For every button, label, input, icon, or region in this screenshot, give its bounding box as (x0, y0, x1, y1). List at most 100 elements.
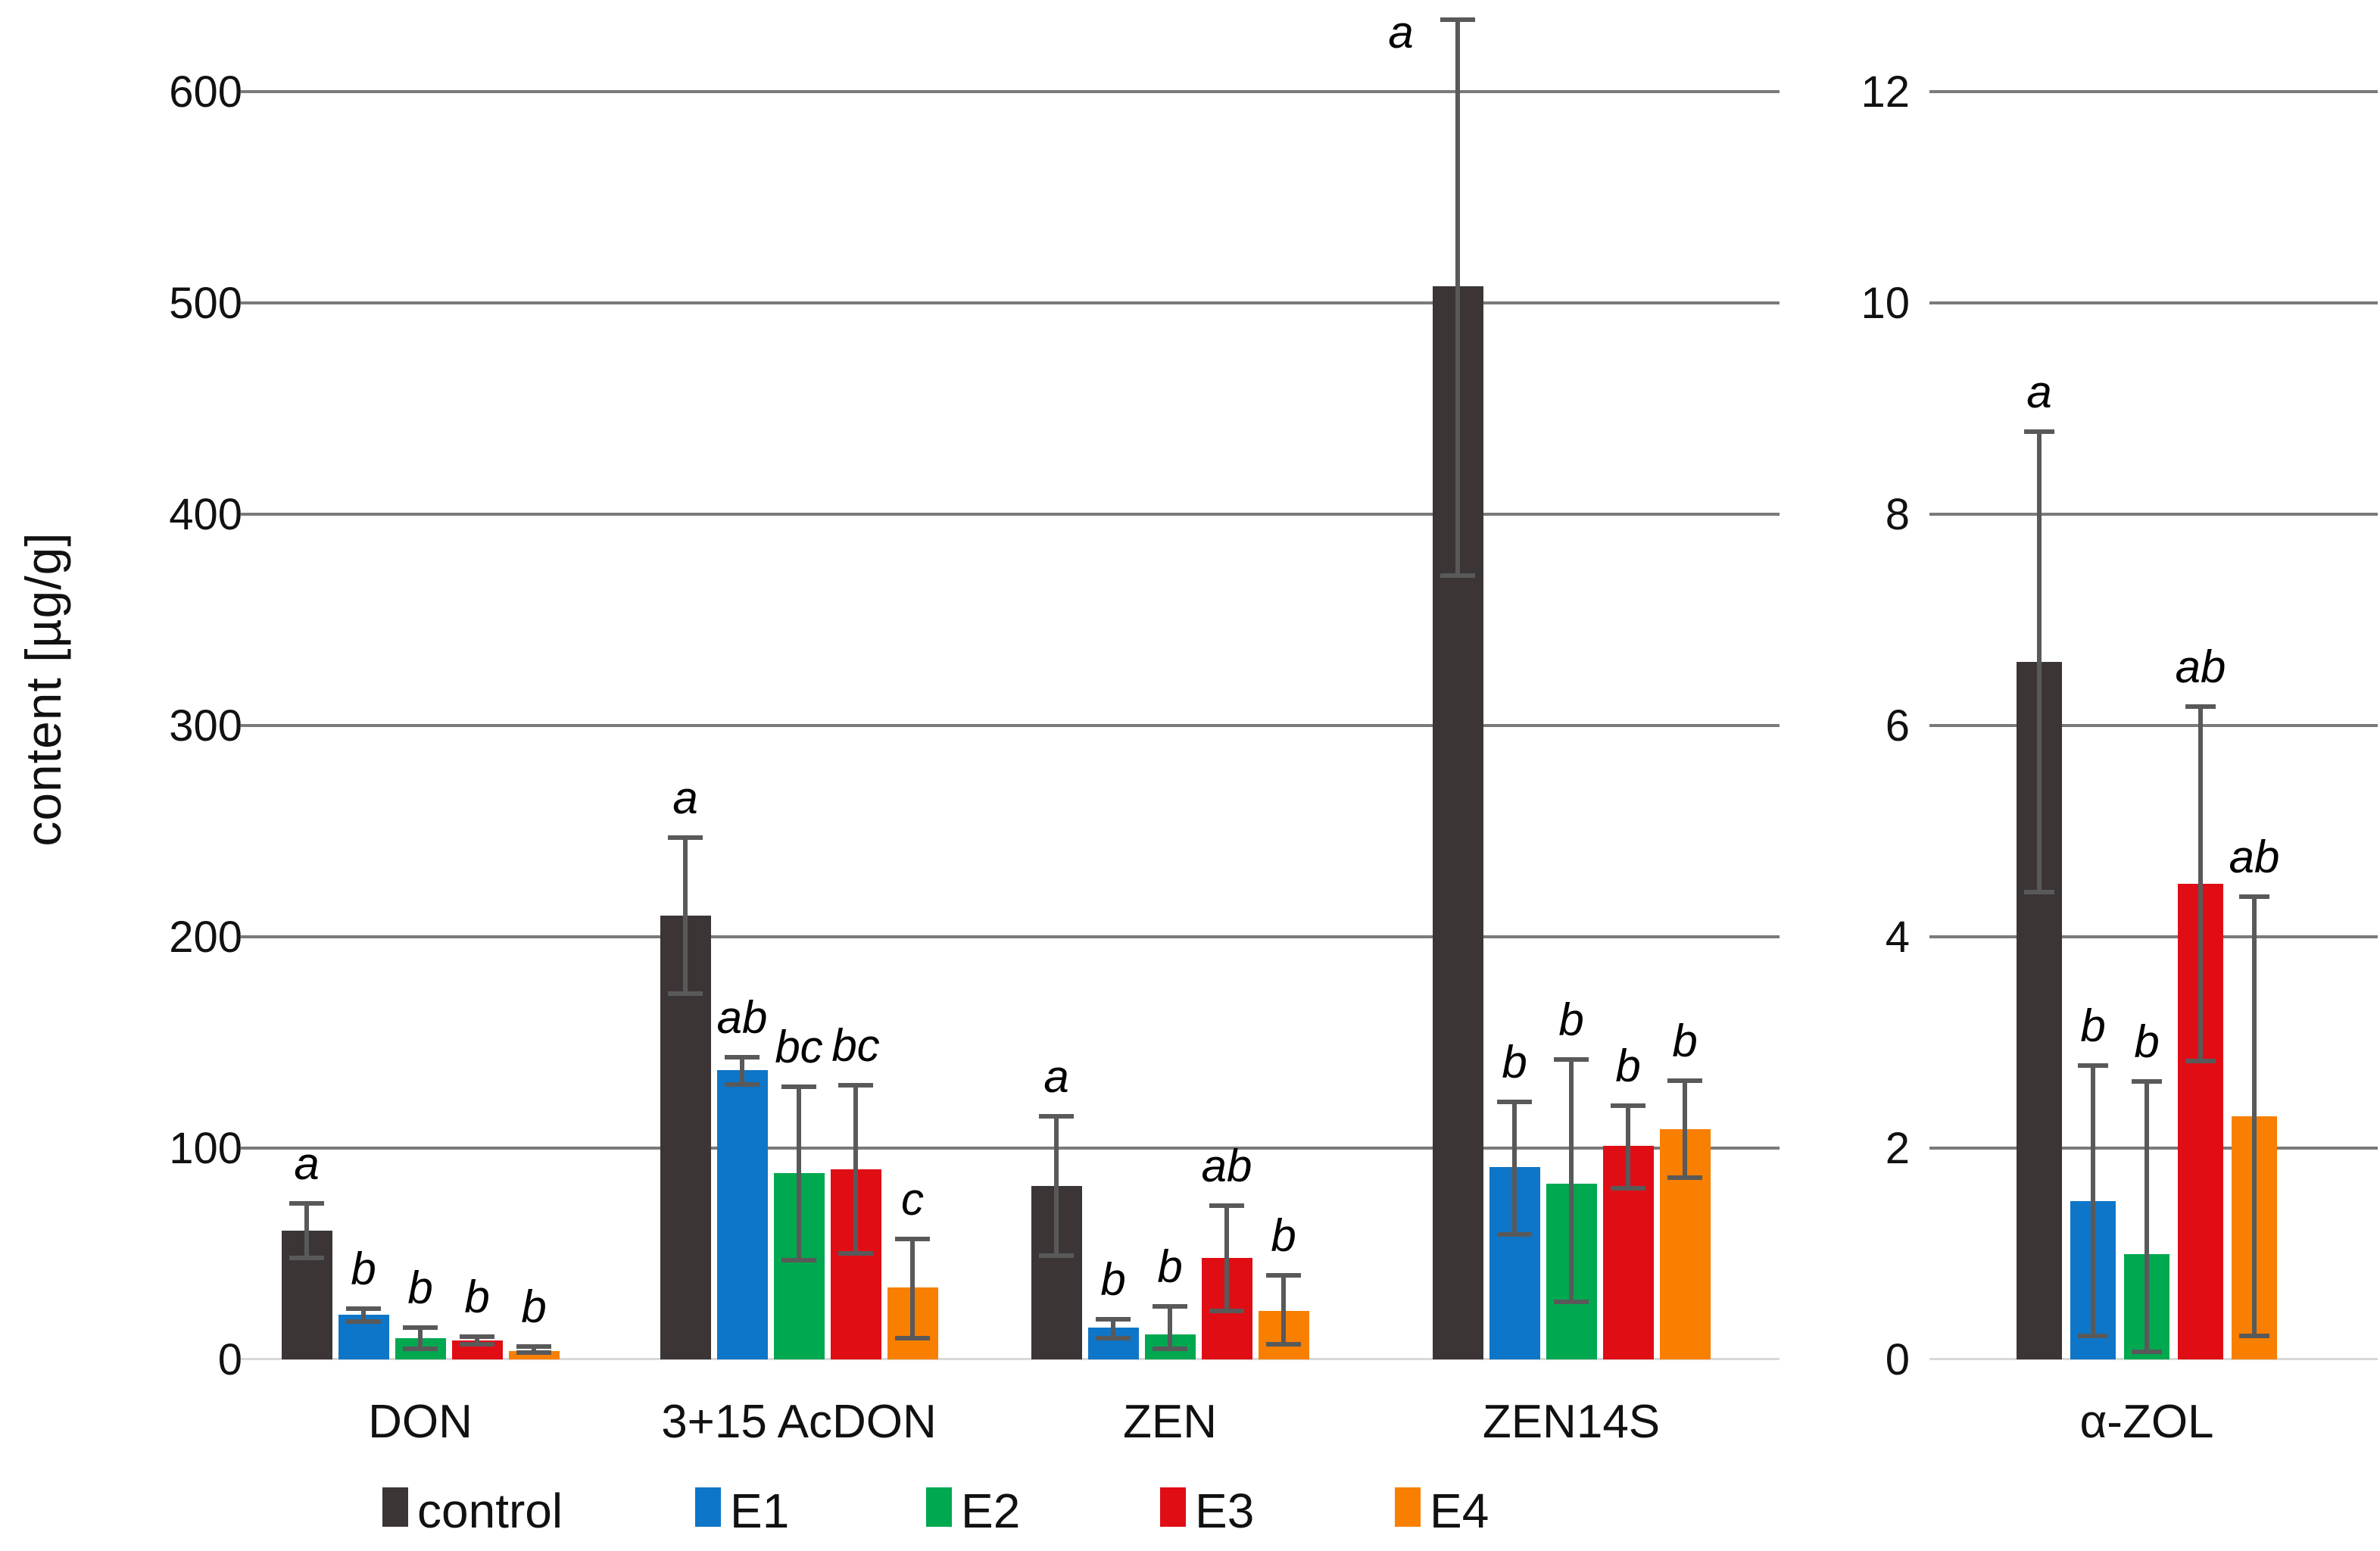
error-bar-cap-top (1554, 1057, 1589, 1063)
y-tick-label: 600 (169, 67, 242, 117)
error-bar-cap-top (289, 1200, 324, 1206)
gridline (241, 513, 1780, 516)
error-bar-cap-bottom (460, 1342, 494, 1347)
y-tick-label: 2 (1885, 1124, 1910, 1173)
error-bar-cap-top (781, 1084, 816, 1090)
error-bar (2091, 1063, 2095, 1339)
gridline (1929, 1147, 2378, 1150)
error-bar (304, 1200, 309, 1260)
gridline (1929, 90, 2378, 93)
significance-letter: a (294, 1138, 320, 1189)
error-bar-cap-top (1611, 1103, 1645, 1109)
error-bar-cap-top (1153, 1304, 1187, 1309)
y-tick-label: 200 (169, 913, 242, 962)
y-tick-label: 4 (1885, 913, 1910, 962)
y-tick-label: 300 (169, 701, 242, 751)
significance-letter: b (521, 1281, 547, 1333)
error-bar-cap-bottom (1611, 1185, 1645, 1191)
error-bar-cap-bottom (1667, 1175, 1702, 1180)
error-bar (797, 1084, 801, 1262)
significance-letter: c (901, 1174, 924, 1225)
significance-letter: a (1043, 1051, 1069, 1103)
error-bar-cap-bottom (838, 1251, 873, 1256)
y-tick-label: 500 (169, 279, 242, 328)
gridline (1929, 513, 2378, 516)
legend-label: E3 (1195, 1484, 1255, 1538)
error-bar-cap-top (1440, 17, 1475, 23)
category-label: ZEN14S (1482, 1396, 1661, 1448)
significance-letter: b (1672, 1015, 1698, 1066)
gridline (241, 935, 1780, 938)
category-label: 3+15 AcDON (661, 1396, 937, 1448)
error-bar-cap-top (2078, 1063, 2108, 1069)
significance-letter: b (464, 1271, 490, 1322)
error-bar-cap-bottom (1440, 573, 1475, 578)
significance-letter: b (351, 1244, 376, 1295)
significance-letter: bc (831, 1019, 880, 1071)
significance-letter: a (1388, 7, 1414, 58)
error-bar (1054, 1114, 1059, 1259)
y-tick-label: 12 (1861, 67, 1910, 117)
error-bar-cap-top (1096, 1317, 1131, 1322)
y-tick-label: 0 (1885, 1335, 1910, 1384)
error-bar-cap-bottom (781, 1257, 816, 1262)
error-bar (1512, 1099, 1517, 1237)
error-bar-cap-bottom (2185, 1059, 2216, 1064)
error-bar (683, 835, 688, 997)
significance-letter: ab (2175, 641, 2226, 693)
error-bar-cap-bottom (516, 1350, 551, 1356)
significance-letter: a (672, 772, 698, 824)
error-bar-cap-bottom (1497, 1232, 1532, 1237)
error-bar-cap-top (668, 835, 703, 841)
y-tick-label: 8 (1885, 490, 1910, 539)
error-bar-cap-bottom (1096, 1335, 1131, 1340)
error-bar (1224, 1203, 1229, 1313)
significance-letter: b (407, 1262, 433, 1314)
significance-letter: b (2134, 1016, 2160, 1068)
error-bar-cap-bottom (289, 1255, 324, 1260)
error-bar (853, 1082, 858, 1256)
legend-swatch-E1 (695, 1487, 721, 1527)
error-bar (361, 1306, 366, 1324)
error-bar-cap-top (2239, 894, 2269, 900)
significance-letter: b (1615, 1041, 1641, 1092)
error-bar (418, 1325, 423, 1351)
gridline (1929, 935, 2378, 938)
legend-swatch-E2 (926, 1487, 952, 1527)
error-bar-cap-bottom (1554, 1300, 1589, 1305)
error-bar (2252, 894, 2257, 1339)
gridline (241, 724, 1780, 727)
error-bar-cap-top (1497, 1099, 1532, 1104)
y-tick-label: 10 (1861, 279, 1910, 328)
error-bar-cap-bottom (1153, 1346, 1187, 1351)
error-bar (1626, 1103, 1630, 1191)
significance-letter: b (1271, 1209, 1296, 1261)
category-label: α-ZOL (2079, 1396, 2214, 1448)
legend-label: control (417, 1484, 563, 1538)
error-bar (475, 1334, 479, 1347)
y-axis-title: content [µg/g] (15, 532, 71, 847)
gridline (241, 90, 1780, 93)
error-bar-cap-top (403, 1325, 438, 1331)
error-bar-cap-bottom (725, 1082, 760, 1088)
error-bar (2144, 1079, 2149, 1354)
bar-E4 (508, 1350, 560, 1359)
error-bar-cap-top (1209, 1203, 1244, 1208)
error-bar-cap-top (346, 1306, 381, 1312)
significance-letter: a (2026, 367, 2052, 418)
error-bar (2198, 704, 2203, 1064)
y-tick-label: 0 (217, 1335, 242, 1384)
significance-letter: b (2080, 1000, 2106, 1052)
y-tick-label: 400 (169, 490, 242, 539)
bar-E1 (716, 1069, 768, 1359)
gridline (1929, 724, 2378, 727)
error-bar-cap-top (1039, 1114, 1074, 1119)
legend-swatch-E4 (1395, 1487, 1421, 1527)
error-bar-cap-bottom (2078, 1334, 2108, 1339)
gridline (1929, 301, 2378, 304)
baseline (241, 1358, 1780, 1360)
significance-letter: b (1100, 1254, 1126, 1306)
error-bar-cap-top (895, 1237, 930, 1242)
significance-letter: b (1157, 1241, 1183, 1293)
